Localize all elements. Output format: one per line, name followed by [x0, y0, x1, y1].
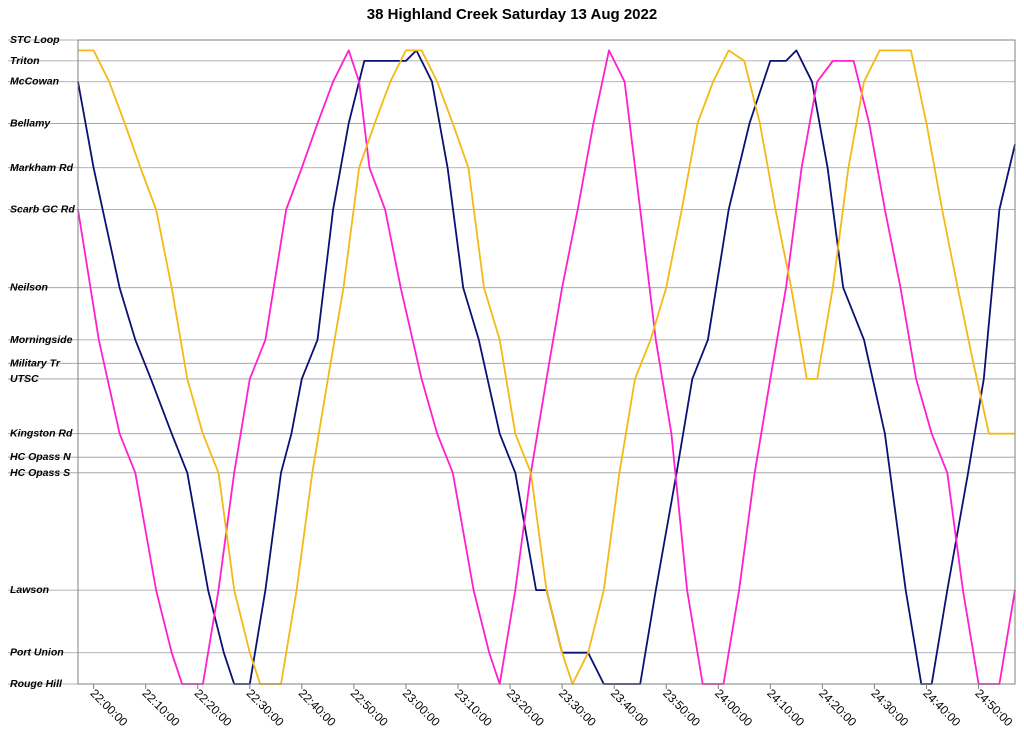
series-line-3	[78, 49, 1015, 685]
x-tick-label: 23:40:00	[608, 686, 651, 729]
x-tick-label: 22:40:00	[296, 686, 339, 729]
stop-label: Morningside	[10, 334, 73, 346]
x-tick-label: 23:50:00	[660, 686, 703, 729]
gridlines	[8, 39, 1015, 685]
chart-title: 38 Highland Creek Saturday 13 Aug 2022	[366, 6, 658, 23]
stop-label: Kingston Rd	[10, 428, 73, 440]
stop-label: Bellamy	[10, 117, 51, 129]
stop-label: STC Loop	[10, 34, 60, 46]
x-tick-label: 24:10:00	[764, 686, 807, 729]
stop-label: HC Opass S	[10, 467, 70, 479]
stop-label: Triton	[10, 55, 40, 67]
x-tick-label: 22:50:00	[348, 686, 391, 729]
stop-label: Military Tr	[10, 357, 61, 369]
x-tick-label: 23:10:00	[452, 686, 495, 729]
x-tick-label: 24:30:00	[868, 686, 911, 729]
x-tick-label: 23:30:00	[556, 686, 599, 729]
stop-label: UTSC	[10, 373, 39, 385]
x-tick-label: 24:40:00	[920, 686, 963, 729]
stop-label: Port Union	[10, 647, 64, 659]
x-tick-labels: 22:00:00 22:10:00 22:20:00 22:30:00 22:40:00…	[87, 684, 1016, 729]
series-line-2	[77, 49, 1016, 685]
x-tick-label: 22:20:00	[192, 686, 235, 729]
stop-label: McCowan	[10, 76, 59, 88]
stop-label: Rouge Hill	[10, 678, 63, 690]
stop-labels: STC Loop Triton McCowan Bellamy Markham Rd Sc…	[10, 34, 75, 690]
x-tick-label: 22:30:00	[244, 686, 287, 729]
x-tick-label: 24:20:00	[816, 686, 859, 729]
x-tick-label: 23:00:00	[400, 686, 443, 729]
plot-frame	[77, 39, 1016, 685]
stop-label: Scarb GC Rd	[10, 203, 75, 215]
x-tick-label: 23:20:00	[504, 686, 547, 729]
stop-label: Markham Rd	[10, 162, 74, 174]
series-lines	[77, 49, 1016, 685]
stop-label: HC Opass N	[10, 451, 71, 463]
stop-label: Neilson	[10, 282, 48, 294]
stop-label: Lawson	[10, 584, 49, 596]
x-tick-label: 22:00:00	[87, 686, 130, 729]
x-tick-label: 24:50:00	[972, 686, 1015, 729]
x-tick-label: 22:10:00	[140, 686, 183, 729]
x-tick-label: 24:00:00	[712, 686, 755, 729]
